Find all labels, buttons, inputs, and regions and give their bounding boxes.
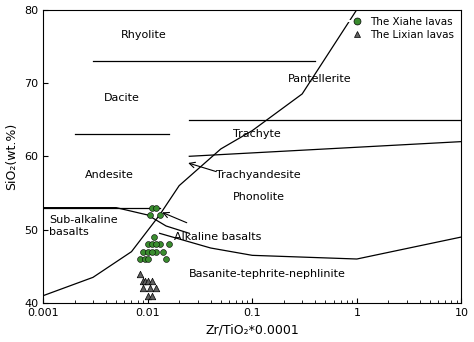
Text: Andesite: Andesite xyxy=(85,170,134,180)
Point xyxy=(156,212,164,218)
Point xyxy=(139,278,146,284)
Point xyxy=(152,249,160,254)
Point xyxy=(148,249,156,254)
Point xyxy=(144,293,152,299)
Point xyxy=(152,241,160,247)
Point xyxy=(144,241,152,247)
Point xyxy=(144,249,152,254)
Point xyxy=(152,205,160,210)
Point xyxy=(148,241,156,247)
Point xyxy=(142,256,149,262)
Point xyxy=(146,212,154,218)
Text: Trachyandesite: Trachyandesite xyxy=(216,170,301,180)
Text: Basanite-tephrite-nephlinite: Basanite-tephrite-nephlinite xyxy=(189,269,346,279)
Point xyxy=(144,278,152,284)
Point xyxy=(137,271,144,276)
Point xyxy=(162,256,170,262)
Point xyxy=(139,249,146,254)
Point xyxy=(159,249,167,254)
X-axis label: Zr/TiO₂*0.0001: Zr/TiO₂*0.0001 xyxy=(205,324,299,337)
Point xyxy=(144,256,152,262)
Point xyxy=(148,278,156,284)
Text: Dacite: Dacite xyxy=(104,93,140,103)
Text: Phonolite: Phonolite xyxy=(233,192,285,202)
Y-axis label: SiO₂(wt.%): SiO₂(wt.%) xyxy=(6,123,18,190)
Point xyxy=(150,234,158,240)
Text: Trachyte: Trachyte xyxy=(233,129,281,139)
Point xyxy=(148,205,156,210)
Point xyxy=(148,293,156,299)
Point xyxy=(137,256,144,262)
Text: Pantellerite: Pantellerite xyxy=(288,74,352,84)
Text: Alkaline basalts: Alkaline basalts xyxy=(174,232,262,242)
Legend: The Xiahe lavas, The Lixian lavas: The Xiahe lavas, The Lixian lavas xyxy=(344,15,456,42)
Text: Sub-alkaline
basalts: Sub-alkaline basalts xyxy=(49,215,118,237)
Point xyxy=(139,286,146,291)
Point xyxy=(156,241,164,247)
Point xyxy=(146,286,154,291)
Point xyxy=(142,278,149,284)
Point xyxy=(165,241,173,247)
Point xyxy=(152,286,160,291)
Text: Rhyolite: Rhyolite xyxy=(120,30,166,40)
